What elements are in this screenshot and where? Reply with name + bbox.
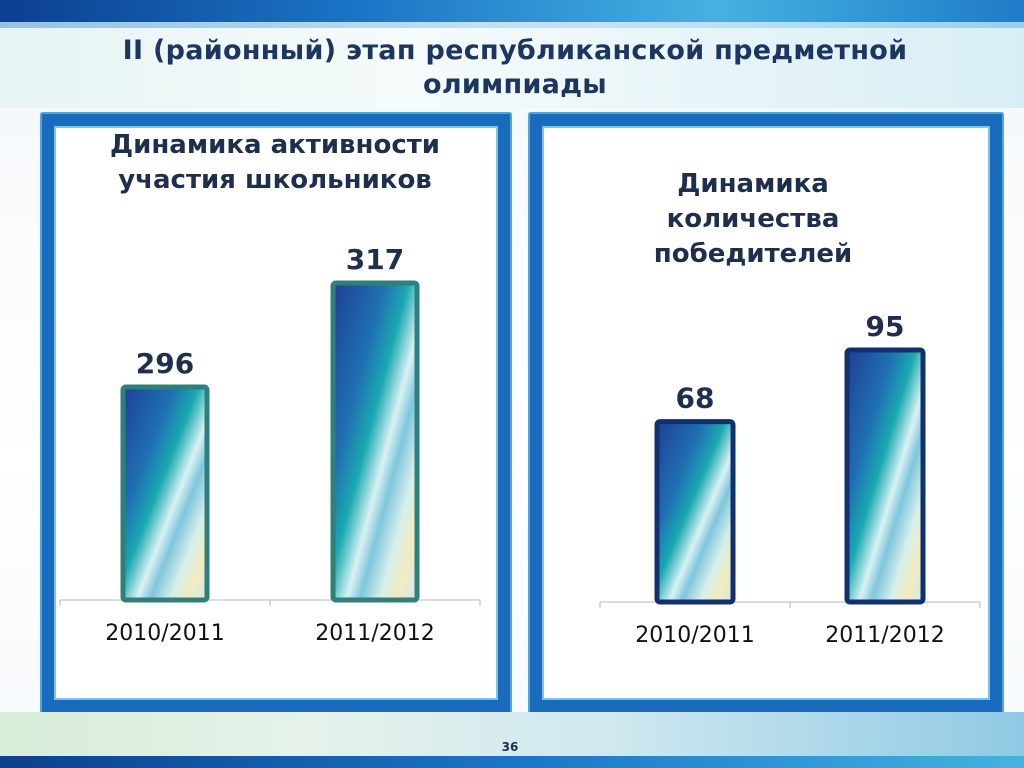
data-label: 317 xyxy=(346,243,404,276)
chart-title-participation: Динамика активности участия школьников xyxy=(109,130,441,195)
top-decor-band xyxy=(0,0,1024,28)
bar-2011/2012 xyxy=(844,347,926,605)
data-label: 95 xyxy=(866,310,905,343)
category-label: 2010/2011 xyxy=(105,621,224,646)
chart-panel-participation: Динамика активности участия школьников xyxy=(40,112,512,714)
chart-participation: 296 2010/2011 317 2011/2012 xyxy=(59,243,481,646)
category-label: 2010/2011 xyxy=(635,623,754,648)
page-number: 36 xyxy=(501,740,519,754)
page-title: II (районный) этап республиканской предм… xyxy=(122,35,908,100)
category-label: 2011/2012 xyxy=(315,621,434,646)
data-label: 68 xyxy=(676,382,715,415)
category-label: 2011/2012 xyxy=(825,623,944,648)
bottom-decor-strip xyxy=(0,756,1024,768)
chart-panel-winners: Динамика количества победителей xyxy=(528,112,1004,714)
bar-2010/2011 xyxy=(120,384,210,603)
chart-winners: 68 2010/2011 95 2011/2012 xyxy=(599,310,981,648)
chart-title-winners: Динамика количества победителей xyxy=(653,169,853,269)
data-label: 296 xyxy=(136,347,194,380)
bar-2010/2011 xyxy=(654,419,736,605)
bar-2011/2012 xyxy=(330,280,420,603)
title-background xyxy=(0,28,1024,108)
